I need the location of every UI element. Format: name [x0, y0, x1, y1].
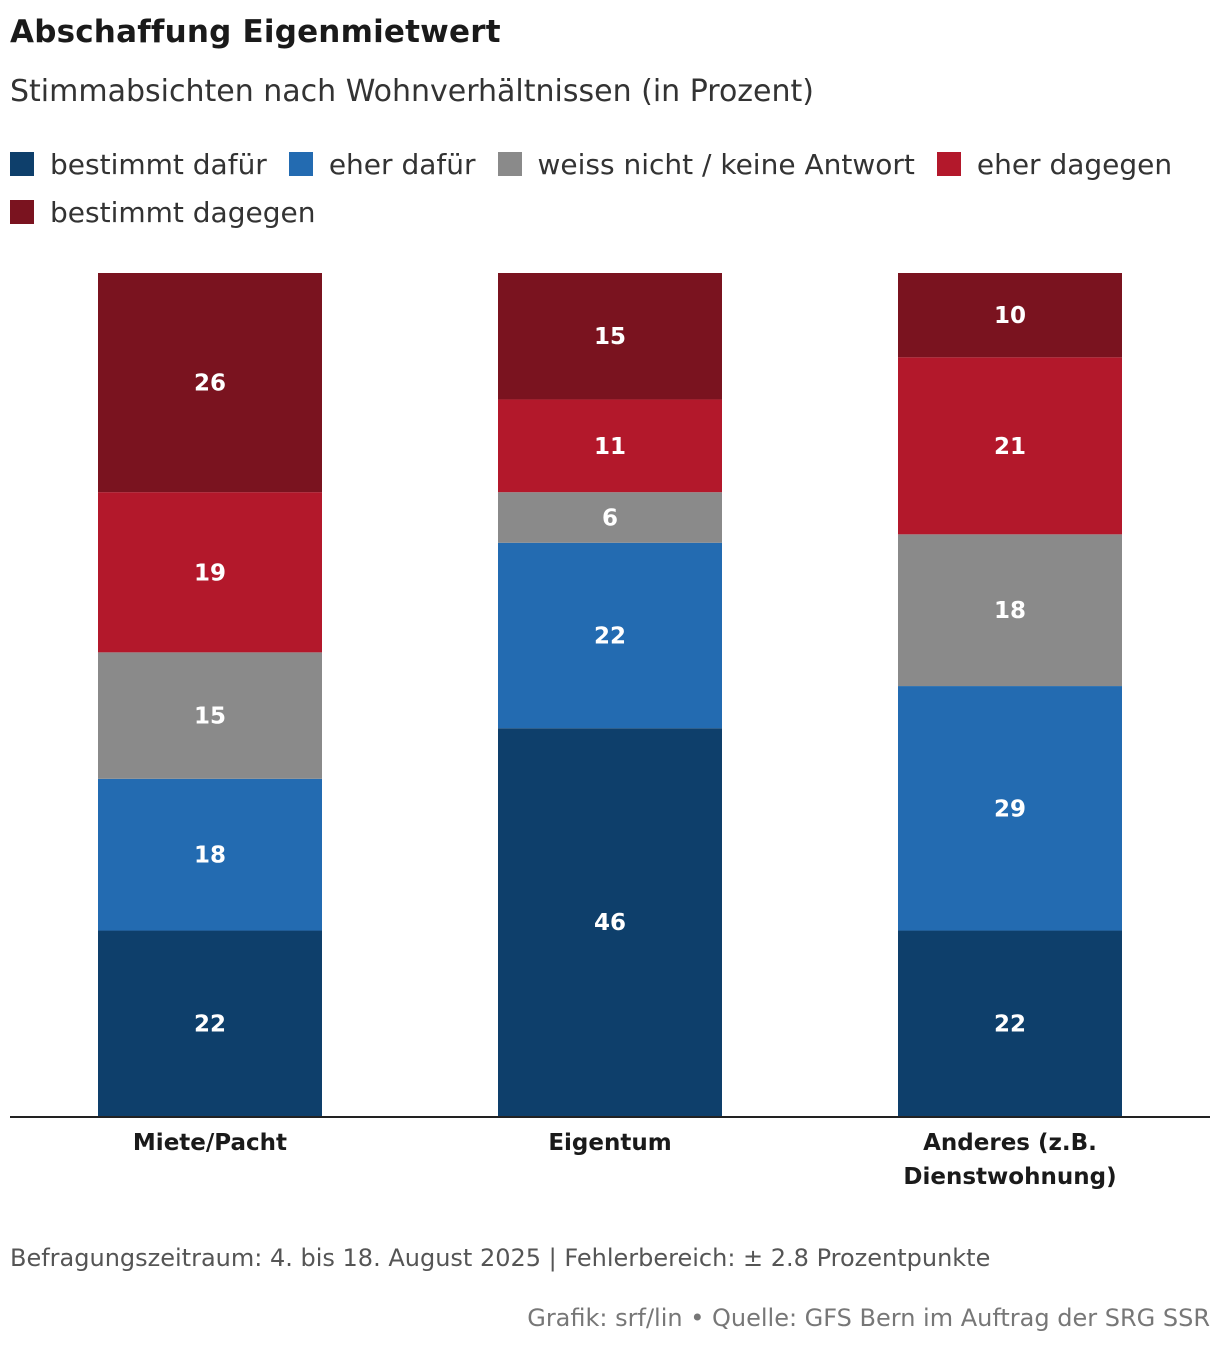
legend-item-bestimmt-dafuer: bestimmt dafür: [10, 148, 267, 181]
category-label: Dienstwohnung): [903, 1164, 1116, 1190]
stacked-bar-chart: 22 18 15 19 26 Miete/Pacht 46 22 6 11 15 Eigentum 22…: [10, 273, 1210, 1190]
bar-value-label: 15: [194, 704, 226, 730]
bar-value-label: 10: [994, 303, 1026, 329]
bar-value-label: 46: [594, 910, 626, 936]
bar-value-label: 29: [994, 796, 1026, 822]
footnote: Befragungszeitraum: 4. bis 18. August 20…: [10, 1244, 991, 1272]
legend-swatch: [10, 200, 34, 224]
bar-segment: [498, 492, 722, 543]
bar-segment: [898, 686, 1122, 931]
bar-value-label: 15: [594, 324, 626, 350]
bar-value-label: 21: [994, 434, 1026, 460]
category-label: Miete/Pacht: [133, 1130, 287, 1156]
bar-value-label: 22: [994, 1011, 1026, 1037]
bar-segment: [98, 930, 322, 1116]
bar-value-label: 6: [602, 505, 618, 531]
bar-segment: [98, 273, 322, 493]
legend-item-weiss-nicht: weiss nicht / keine Antwort: [497, 147, 915, 181]
bar-segment: [498, 273, 722, 400]
bar-value-label: 22: [594, 623, 626, 649]
legend-label: bestimmt dagegen: [50, 195, 316, 229]
category-label: Anderes (z.B.: [923, 1130, 1097, 1156]
legend-label: eher dagegen: [976, 147, 1173, 181]
bar-segment: [98, 492, 322, 653]
legend-label: weiss nicht / keine Antwort: [537, 147, 915, 181]
legend-swatch: [497, 152, 522, 176]
bar-value-label: 18: [994, 598, 1026, 624]
bar-segment: [98, 778, 322, 931]
legend-row: bestimmt dagegen: [10, 188, 1210, 236]
legend-swatch: [936, 152, 961, 176]
bar-segment: [498, 542, 722, 729]
legend-item-eher-dafuer: eher dafür: [288, 147, 476, 181]
bar-segment: [498, 399, 722, 493]
bar-value-label: 11: [594, 434, 626, 460]
legend-label: bestimmt dafür: [50, 147, 267, 181]
category-label: Eigentum: [548, 1130, 671, 1156]
bar-segment: [898, 273, 1122, 358]
bar-value-label: 19: [194, 560, 226, 586]
bar-value-label: 18: [194, 843, 226, 869]
bar-segment: [898, 534, 1122, 687]
bar-stack: 22 18 15 19 26: [98, 273, 322, 1116]
legend-item-eher-dagegen: eher dagegen: [936, 147, 1173, 181]
bar-stack: 22 29 18 21 10: [898, 273, 1122, 1116]
bar-value-label: 26: [194, 371, 226, 397]
bar-segment: [898, 357, 1122, 535]
bar-segment: [898, 930, 1122, 1116]
source-credit: Grafik: srf/lin • Quelle: GFS Bern im Au…: [527, 1304, 1210, 1332]
bar-segment: [98, 652, 322, 779]
chart-title: Abschaffung Eigenmietwert: [10, 14, 501, 50]
legend-label: eher dafür: [328, 147, 476, 181]
legend-swatch: [288, 152, 313, 176]
legend: bestimmt dafür eher dafür weiss nicht / …: [10, 140, 1210, 236]
legend-row: bestimmt dafür eher dafür weiss nicht / …: [10, 140, 1210, 188]
bar-stack: 46 22 6 11 15: [498, 273, 722, 1116]
bar-value-label: 22: [194, 1011, 226, 1037]
legend-item-bestimmt-dagegen: bestimmt dagegen: [10, 196, 315, 229]
chart-subtitle: Stimmabsichten nach Wohnverhältnissen (i…: [10, 74, 814, 109]
bar-segment: [498, 728, 722, 1116]
legend-swatch: [10, 152, 34, 176]
